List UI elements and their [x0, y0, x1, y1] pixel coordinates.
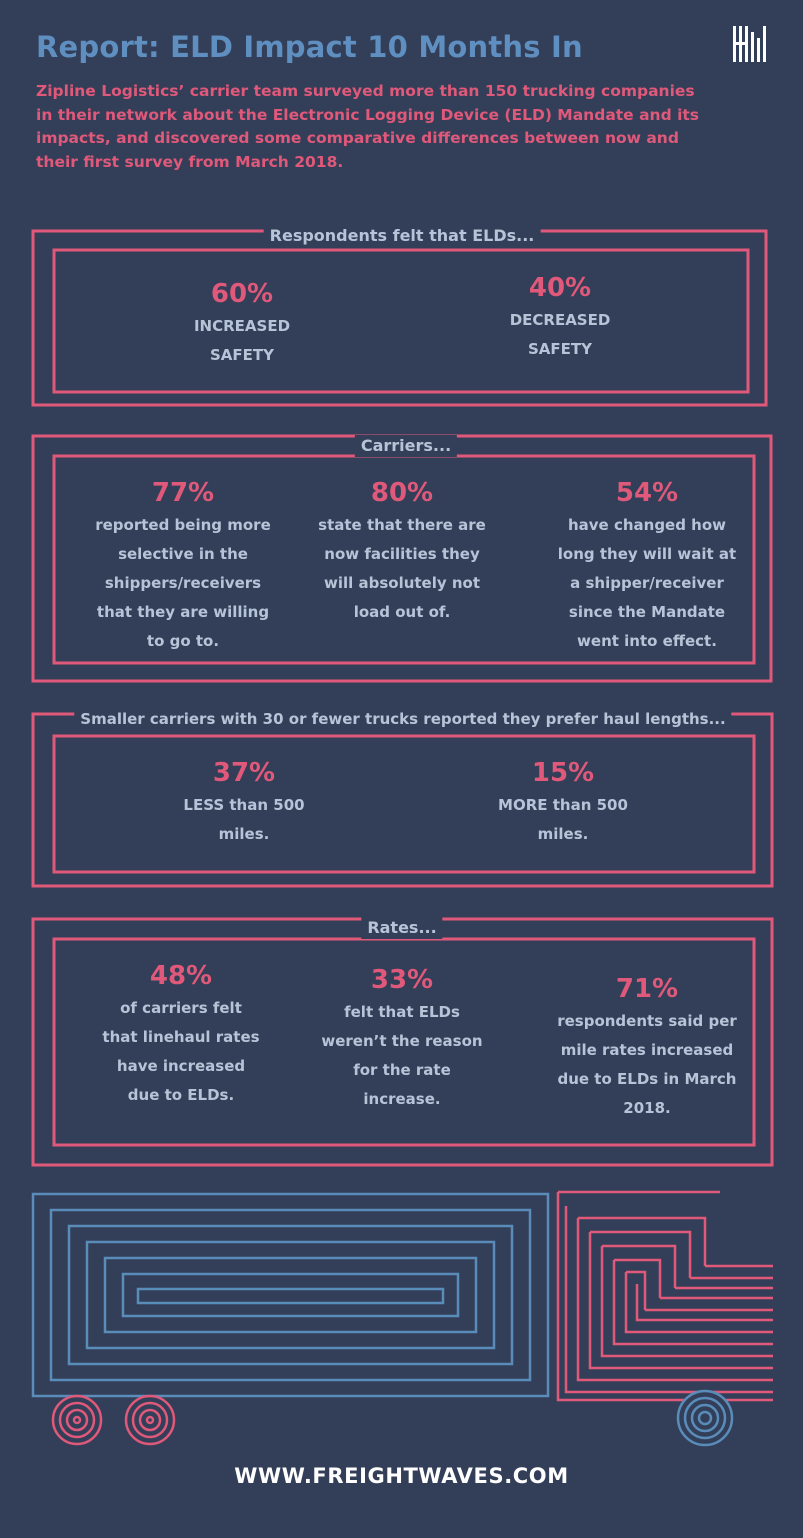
- safety-outer-frame: [31, 229, 768, 407]
- stat-per-mile-rates: 71% respondents said per mile rates incr…: [552, 973, 742, 1123]
- stat-percent: 77%: [151, 478, 215, 508]
- stat-description: have changed how long they will wait at …: [557, 516, 737, 650]
- stat-description: of carriers felt that linehaul rates hav…: [102, 999, 260, 1104]
- intro-paragraph: Zipline Logistics’ carrier team surveyed…: [36, 82, 700, 171]
- stat-description: state that there are now facilities they…: [318, 516, 486, 621]
- haul-outer-frame: [31, 712, 774, 888]
- stat-facilities-avoided: 80% state that there are now facilities …: [317, 477, 487, 627]
- stat-percent: 37%: [212, 758, 276, 788]
- stat-description: INCREASED SAFETY: [193, 317, 291, 364]
- stat-percent: 33%: [370, 965, 434, 995]
- stat-selective-shippers: 77% reported being more selective in the…: [88, 477, 278, 656]
- stat-wait-time-changed: 54% have changed how long they will wait…: [557, 477, 737, 656]
- stat-percent: 80%: [370, 478, 434, 508]
- stat-more-than-500: 15% MORE than 500 miles.: [498, 757, 628, 849]
- stat-percent: 60%: [210, 279, 274, 309]
- rear-wheels: [51, 1394, 176, 1446]
- stat-description: MORE than 500 miles.: [498, 796, 628, 843]
- page-title: Report: ELD Impact 10 Months In: [36, 30, 583, 64]
- stat-percent: 40%: [528, 273, 592, 303]
- stat-description: felt that ELDs weren’t the reason for th…: [321, 1003, 483, 1108]
- truck-trailer-graphic: [31, 1192, 550, 1398]
- stat-description: reported being more selective in the shi…: [95, 516, 271, 650]
- safety-heading: Respondents felt that ELDs...: [263, 225, 541, 247]
- carriers-heading: Carriers...: [354, 435, 458, 457]
- safety-inner-frame: [52, 248, 750, 394]
- stat-description: respondents said per mile rates increase…: [557, 1012, 737, 1117]
- stat-percent: 15%: [531, 758, 595, 788]
- stat-percent: 54%: [615, 478, 679, 508]
- haul-inner-frame: [52, 734, 756, 874]
- stat-linehaul-rates: 48% of carriers felt that linehaul rates…: [101, 960, 261, 1110]
- rates-inner-frame: [52, 937, 756, 1147]
- front-wheel: [676, 1389, 734, 1447]
- rates-heading: Rates...: [361, 917, 443, 939]
- website-url: WWW.FREIGHTWAVES.COM: [234, 1464, 569, 1488]
- truck-cab-graphic: [556, 1190, 773, 1402]
- stat-increased-safety: 60% INCREASED SAFETY: [167, 278, 317, 370]
- stat-description: LESS than 500 miles.: [183, 796, 305, 843]
- haul-heading: Smaller carriers with 30 or fewer trucks…: [74, 708, 732, 730]
- stat-percent: 71%: [615, 974, 679, 1004]
- stat-decreased-safety: 40% DECREASED SAFETY: [485, 272, 635, 364]
- freightwaves-logo-icon: [733, 26, 766, 62]
- stat-description: DECREASED SAFETY: [509, 311, 611, 358]
- stat-less-than-500: 37% LESS than 500 miles.: [179, 757, 309, 849]
- stat-not-the-reason: 33% felt that ELDs weren’t the reason fo…: [317, 964, 487, 1114]
- stat-percent: 48%: [149, 961, 213, 991]
